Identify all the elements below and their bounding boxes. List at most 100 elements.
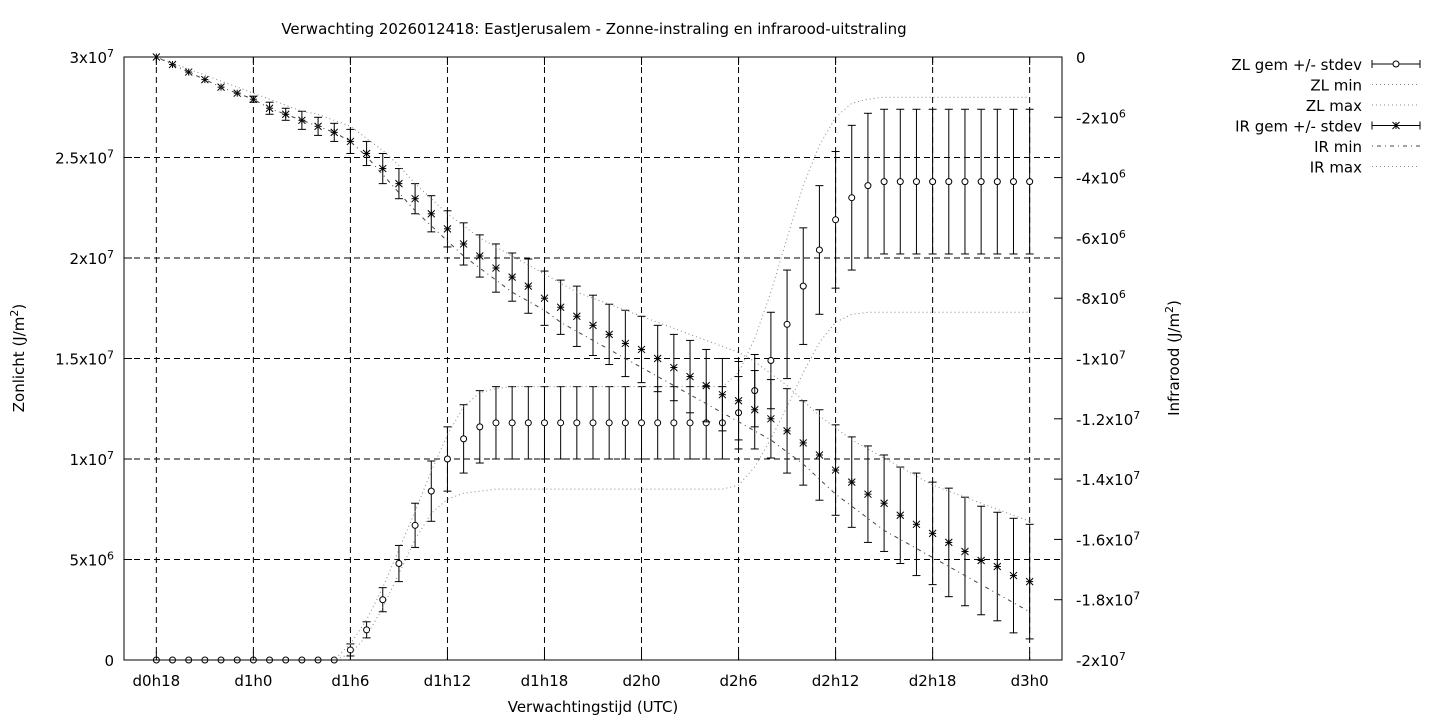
data-point — [783, 320, 791, 328]
star-marker — [475, 252, 484, 260]
data-point — [524, 419, 532, 427]
star-marker — [831, 466, 840, 474]
series-line — [156, 311, 1030, 661]
data-point — [638, 419, 646, 427]
y2-tick-label: -1.2x107 — [1076, 409, 1140, 429]
star-marker — [249, 95, 258, 104]
grid-lines — [124, 57, 1062, 660]
x-tick-label: d2h0 — [622, 672, 660, 690]
star-marker — [944, 538, 953, 547]
star-marker — [1392, 121, 1400, 130]
y-tick-label: 2.5x107 — [55, 148, 114, 168]
legend-label: ZL max — [1306, 97, 1362, 115]
x-tick-label: d1h0 — [234, 672, 272, 690]
star-marker — [427, 209, 436, 218]
star-marker — [637, 345, 646, 354]
data-point — [492, 419, 500, 427]
axes: d0h18 d1h0 d1h6 d1h12 d1h18 d2h0 d2h6 d2h12 d2h1… — [55, 47, 1140, 690]
star-marker — [993, 562, 1002, 571]
data-point — [589, 419, 597, 427]
data-point — [945, 178, 953, 186]
data-point — [395, 560, 403, 568]
data-point — [605, 419, 613, 427]
star-marker — [168, 60, 177, 69]
star-marker — [330, 128, 339, 137]
series-ir-min — [156, 56, 1030, 613]
star-marker — [880, 499, 888, 508]
star-marker — [961, 547, 969, 556]
legend-label: IR min — [1314, 138, 1362, 156]
legend-label: IR max — [1310, 159, 1362, 177]
legend-label: ZL gem +/- stdev — [1231, 56, 1362, 74]
y-axis-label: Zonlicht (J/m2) — [8, 304, 28, 413]
star-marker — [734, 396, 743, 405]
data-point — [540, 419, 548, 427]
x-tick-label: d1h6 — [331, 672, 369, 690]
y2-axis-label: Infrarood (J/m2) — [1163, 300, 1183, 416]
data-point — [832, 216, 840, 224]
y2-tick-label: -1x107 — [1076, 349, 1126, 369]
star-marker — [508, 273, 516, 281]
data-point — [621, 419, 629, 427]
data-point — [799, 282, 807, 290]
star-marker — [233, 89, 242, 98]
data-point — [557, 419, 565, 427]
data-point — [427, 487, 435, 495]
star-marker — [395, 179, 403, 188]
data-point — [912, 178, 920, 186]
legend-label: IR gem +/- stdev — [1235, 118, 1362, 136]
y-tick-label: 2x107 — [69, 248, 114, 268]
star-marker — [589, 321, 597, 330]
star-marker — [298, 116, 306, 125]
star-marker — [605, 330, 614, 339]
star-marker — [928, 529, 937, 538]
star-marker — [201, 75, 209, 84]
star-marker — [346, 137, 355, 146]
star-marker — [750, 405, 759, 414]
data-point — [815, 246, 823, 254]
data-point — [443, 455, 451, 463]
data-point — [686, 419, 694, 427]
legend-label: ZL min — [1310, 77, 1362, 95]
y2-tick-label: -1.4x107 — [1076, 469, 1140, 489]
x-tick-label: d2h18 — [909, 672, 957, 690]
star-marker — [864, 490, 872, 499]
y2-tick-label: -6x106 — [1076, 228, 1126, 248]
data-point — [476, 423, 484, 431]
star-marker — [556, 303, 565, 312]
y2-tick-label: -1.6x107 — [1076, 529, 1140, 549]
star-marker — [847, 478, 856, 486]
star-marker — [443, 225, 452, 233]
star-marker — [524, 282, 533, 290]
y2-tick-label: 0 — [1076, 49, 1086, 67]
series-zl-min — [156, 311, 1030, 661]
data-point — [767, 357, 775, 365]
star-marker — [540, 294, 549, 303]
star-marker — [572, 312, 581, 321]
y2-tick-label: -4x106 — [1076, 168, 1126, 188]
y-tick-label: 0 — [104, 652, 114, 670]
y-tick-label: 3x107 — [69, 47, 114, 67]
star-marker — [670, 363, 678, 372]
data-point — [411, 521, 419, 529]
star-marker — [718, 390, 727, 399]
star-marker — [492, 264, 500, 272]
star-marker — [977, 556, 985, 565]
star-marker — [783, 427, 791, 435]
x-tick-label: d1h12 — [424, 672, 472, 690]
x-axis-label: Verwachtingstijd (UTC) — [508, 698, 679, 716]
star-marker — [815, 451, 824, 459]
star-marker — [767, 414, 775, 423]
y2-tick-label: -2x107 — [1076, 650, 1126, 670]
star-marker — [459, 240, 468, 248]
series-ir-gem-stdev — [152, 53, 1034, 640]
data-point — [363, 626, 371, 634]
x-tick-label: d2h6 — [719, 672, 757, 690]
series-line — [156, 56, 1030, 613]
data-point — [880, 178, 888, 186]
star-marker — [378, 164, 387, 173]
x-tick-label: d0h18 — [133, 672, 181, 690]
data-point — [670, 419, 678, 427]
data-point — [848, 194, 856, 202]
